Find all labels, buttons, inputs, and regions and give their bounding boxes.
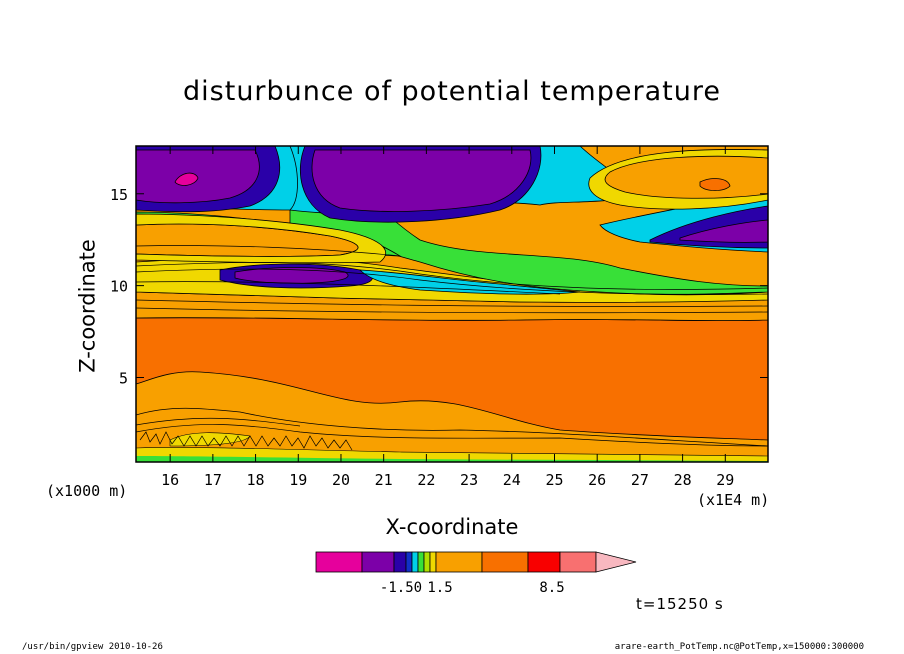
field-right-purple xyxy=(679,219,768,243)
colorbar-swatch xyxy=(429,551,437,573)
y-axis-unit: (x1000 m) xyxy=(46,482,128,500)
colorbar-swatch xyxy=(435,551,483,573)
x-axis-label: X-coordinate xyxy=(385,515,519,539)
x-axis-ticks: 16 17 18 19 20 21 22 23 24 25 26 27 28 29 xyxy=(161,146,734,489)
y-axis-ticks: 5 10 15 xyxy=(110,186,768,387)
colorbar-swatch xyxy=(361,551,395,573)
x-tick-label: 21 xyxy=(375,471,393,489)
colorbar-swatch xyxy=(481,551,529,573)
x-tick-label: 20 xyxy=(332,471,350,489)
colorbar-label: -1.50 xyxy=(380,580,422,596)
field-purple-center xyxy=(311,149,532,212)
field-topright-darkorange xyxy=(699,178,731,191)
x-tick-label: 22 xyxy=(417,471,435,489)
colorbar-swatch xyxy=(405,551,413,573)
footer-program-date: /usr/bin/gpview 2010-10-26 xyxy=(22,642,163,652)
colorbar: -1.50 1.5 8.5 xyxy=(315,551,637,596)
field-near-ground-orange xyxy=(136,407,768,462)
x-tick-label: 17 xyxy=(204,471,222,489)
colorbar-label: 1.5 xyxy=(427,580,452,596)
x-tick-label: 29 xyxy=(716,471,734,489)
x-tick-label: 28 xyxy=(674,471,692,489)
x-tick-label: 23 xyxy=(460,471,478,489)
colorbar-swatch xyxy=(559,551,597,573)
time-annotation: t=15250 s xyxy=(636,595,724,613)
contour-lines xyxy=(136,245,768,451)
colorbar-swatch xyxy=(423,551,431,573)
field-purple-lens xyxy=(234,267,349,284)
colorbar-swatch xyxy=(411,551,419,573)
x-tick-label: 16 xyxy=(161,471,179,489)
y-tick-label: 10 xyxy=(110,278,128,296)
contour-field xyxy=(136,146,768,462)
y-tick-label: 5 xyxy=(119,369,128,387)
x-axis-unit: (x1E4 m) xyxy=(697,491,770,509)
y-tick-label: 15 xyxy=(110,186,128,204)
field-midleft-yellow xyxy=(136,213,387,264)
colorbar-swatch xyxy=(527,551,561,573)
x-tick-label: 27 xyxy=(631,471,649,489)
field-magenta-blob xyxy=(174,172,199,186)
x-tick-label: 18 xyxy=(247,471,265,489)
x-tick-label: 24 xyxy=(503,471,521,489)
colorbar-swatch xyxy=(393,551,407,573)
colorbar-swatch xyxy=(417,551,425,573)
colorbar-swatch xyxy=(315,551,363,573)
footer-file-info: arare-earth_PotTemp.nc@PotTemp,x=150000:… xyxy=(614,642,864,652)
y-axis-label: Z-coordinate xyxy=(75,239,100,373)
x-tick-label: 25 xyxy=(545,471,563,489)
field-ground-green xyxy=(136,456,768,462)
colorbar-arrow xyxy=(595,551,637,573)
x-tick-label: 26 xyxy=(588,471,606,489)
chart-title: disturbunce of potential temperature xyxy=(183,76,721,107)
x-tick-label: 19 xyxy=(289,471,307,489)
colorbar-label: 8.5 xyxy=(539,580,564,596)
plot-frame xyxy=(135,145,769,463)
